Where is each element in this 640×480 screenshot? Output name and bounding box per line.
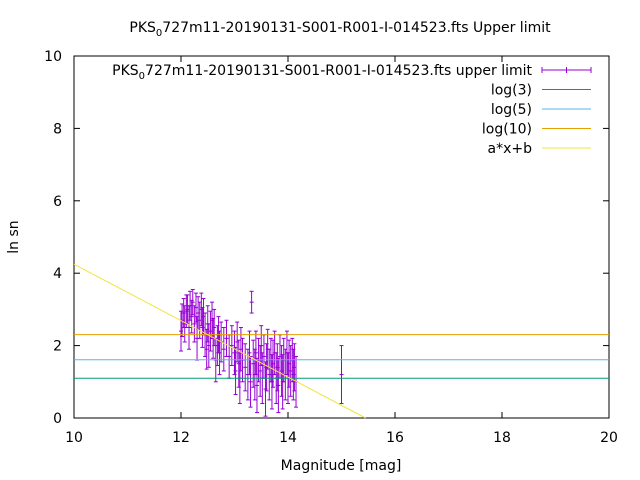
data-point xyxy=(339,345,344,405)
y-axis-label: ln sn xyxy=(6,220,22,253)
legend-sample xyxy=(541,67,592,73)
x-tick-label: 14 xyxy=(279,430,297,446)
x-tick-label: 10 xyxy=(65,430,83,446)
x-tick-label: 16 xyxy=(386,430,404,446)
chart-title: PKS0727m11-20190131-S001-R001-I-014523.f… xyxy=(129,20,551,39)
legend-label: a*x+b xyxy=(488,141,533,157)
data-point xyxy=(224,319,229,357)
y-axis: 0 2 4 6 8 10 xyxy=(44,49,609,427)
x-tick-label: 20 xyxy=(600,430,618,446)
x-tick-label: 12 xyxy=(172,430,190,446)
y-tick-label: 4 xyxy=(53,266,62,282)
plot-frame xyxy=(73,55,610,419)
data-point xyxy=(189,299,194,334)
x-tick-label: 18 xyxy=(493,430,511,446)
legend-label: PKS0727m11-20190131-S001-R001-I-014523.f… xyxy=(112,63,532,82)
y-tick-label: 2 xyxy=(53,339,62,355)
data-point xyxy=(221,327,226,372)
data-point xyxy=(249,290,254,314)
y-tick-label: 10 xyxy=(44,49,62,65)
legend: PKS0727m11-20190131-S001-R001-I-014523.f… xyxy=(112,63,592,157)
plot-area: 10 12 14 16 18 20 0 2 4 6 8 10 xyxy=(44,49,618,446)
data-point xyxy=(259,325,264,367)
legend-label: log(10) xyxy=(482,122,532,138)
data-point xyxy=(243,343,248,392)
data-point xyxy=(227,334,232,379)
y-tick-label: 6 xyxy=(53,194,62,210)
series-layer xyxy=(73,263,609,419)
y-tick-label: 0 xyxy=(53,411,62,427)
data-point xyxy=(179,310,183,352)
data-point xyxy=(192,305,197,343)
legend-label: log(5) xyxy=(491,102,532,118)
x-axis: 10 12 14 16 18 20 xyxy=(65,56,618,446)
legend-label: log(3) xyxy=(491,83,532,99)
data-point xyxy=(247,330,252,376)
fit-line xyxy=(73,263,366,419)
y-tick-label: 8 xyxy=(53,121,62,137)
x-axis-label: Magnitude [mag] xyxy=(281,458,402,474)
data-point xyxy=(229,325,234,367)
data-point xyxy=(193,292,198,323)
